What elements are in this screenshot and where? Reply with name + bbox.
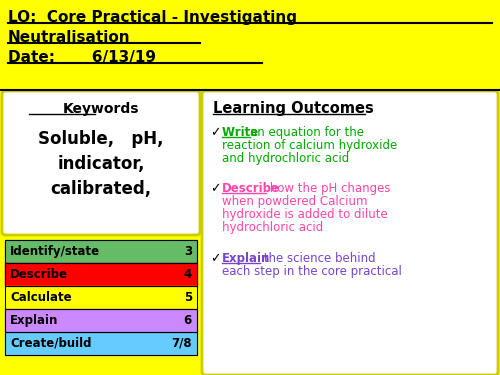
Text: Identify/state: Identify/state	[10, 245, 100, 258]
FancyBboxPatch shape	[202, 91, 498, 375]
Bar	[5, 263, 197, 286]
Text: Create/build: Create/build	[10, 337, 92, 350]
Text: Neutralisation: Neutralisation	[8, 30, 130, 45]
Text: and hydrochloric acid: and hydrochloric acid	[222, 152, 349, 165]
Text: ✓: ✓	[210, 252, 220, 265]
Text: Explain: Explain	[222, 252, 270, 265]
Text: Calculate: Calculate	[10, 291, 72, 304]
Bar	[5, 240, 197, 263]
Bar	[5, 286, 197, 309]
Text: Date:       6/13/19: Date: 6/13/19	[8, 50, 156, 65]
Text: Describe: Describe	[222, 182, 280, 195]
Text: when powdered Calcium: when powdered Calcium	[222, 195, 368, 208]
Bar	[5, 286, 197, 309]
Bar	[5, 263, 197, 286]
Text: 3: 3	[184, 245, 192, 258]
Text: ✓: ✓	[210, 126, 220, 139]
Bar	[5, 332, 197, 355]
Text: LO:  Core Practical - Investigating: LO: Core Practical - Investigating	[8, 10, 297, 25]
Bar	[5, 332, 197, 355]
Text: ✓: ✓	[210, 182, 220, 195]
Text: Keywords: Keywords	[63, 102, 139, 116]
Bar	[5, 240, 197, 263]
Text: an equation for the: an equation for the	[250, 126, 364, 139]
Text: 7/8: 7/8	[172, 337, 192, 350]
Text: Explain: Explain	[10, 314, 58, 327]
Text: Soluble,   pH,
indicator,
calibrated,: Soluble, pH, indicator, calibrated,	[38, 130, 164, 198]
Text: Learning Outcomes: Learning Outcomes	[213, 101, 374, 116]
Text: 5: 5	[184, 291, 192, 304]
Text: Describe: Describe	[10, 268, 68, 281]
Text: each step in the core practical: each step in the core practical	[222, 265, 402, 278]
Text: how the pH changes: how the pH changes	[266, 182, 390, 195]
Text: the science behind: the science behind	[260, 252, 376, 265]
Text: 4: 4	[184, 268, 192, 281]
Text: 6: 6	[184, 314, 192, 327]
Text: reaction of calcium hydroxide: reaction of calcium hydroxide	[222, 139, 397, 152]
Bar	[5, 309, 197, 332]
Text: hydroxide is added to dilute: hydroxide is added to dilute	[222, 208, 388, 221]
Text: hydrochloric acid: hydrochloric acid	[222, 221, 323, 234]
Bar	[5, 309, 197, 332]
Text: Write: Write	[222, 126, 262, 139]
FancyBboxPatch shape	[2, 91, 200, 235]
